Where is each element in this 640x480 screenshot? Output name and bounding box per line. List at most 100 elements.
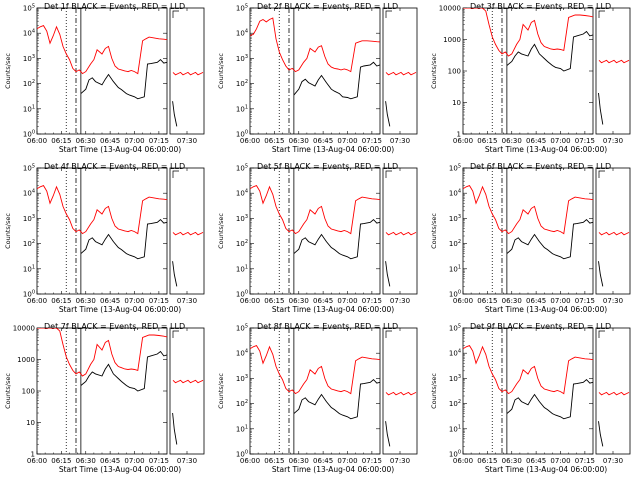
series-events-line	[506, 378, 593, 420]
x-tick-label: 06:45	[526, 457, 546, 465]
x-tick-label: 07:30	[177, 297, 197, 305]
tail-frame	[382, 327, 418, 455]
x-tick-label: 06:30	[502, 457, 522, 465]
y-tick-label: 102	[23, 79, 35, 88]
y-tick-label: 104	[449, 349, 461, 358]
x-tick-label: 06:15	[264, 457, 284, 465]
tail-bracket	[598, 10, 605, 18]
y-tick-label: 103	[23, 214, 35, 223]
x-tick-label: 07:00	[550, 297, 570, 305]
x-tick-label: 07:30	[177, 137, 197, 145]
x-tick-label: 07:00	[124, 457, 144, 465]
series-lld-line	[463, 345, 593, 395]
tail-bracket	[385, 330, 392, 338]
y-tick-label: 105	[23, 4, 35, 13]
tail-bracket	[598, 170, 605, 178]
y-tick-label: 105	[449, 324, 461, 333]
series-events-line	[506, 218, 593, 260]
tail-lld-line	[385, 231, 417, 236]
tail-bracket	[385, 10, 392, 18]
y-tick-label: 101	[236, 104, 248, 113]
tail-bracket	[172, 10, 179, 18]
x-tick-label: 07:00	[337, 457, 357, 465]
tail-events-line	[172, 101, 178, 127]
plot-frame	[36, 327, 168, 455]
y-tick-label: 101	[449, 424, 461, 433]
x-tick-label: 06:15	[264, 137, 284, 145]
x-tick-label: 06:00	[453, 457, 473, 465]
x-tick-label: 06:45	[313, 457, 333, 465]
panel-title: Det 5f BLACK = Events, RED = LLD	[257, 162, 398, 171]
panel-det-1: Det 1f BLACK = Events, RED = LLD 06:00 06:…	[4, 2, 205, 154]
plot-frame	[462, 7, 594, 135]
x-tick-label: 06:15	[477, 297, 497, 305]
series-lld-line	[463, 185, 593, 235]
x-tick-label: 06:00	[27, 297, 47, 305]
panel-det-3: Det 3f BLACK = Events, RED = LLD 06:00 06:…	[430, 2, 631, 154]
series-events-line	[80, 218, 167, 260]
y-tick-label: 100	[23, 290, 35, 299]
x-tick-label: 07:30	[390, 457, 410, 465]
x-axis-label: Start Time (13-Aug-04 06:00:00)	[272, 465, 394, 474]
x-tick-label: 06:30	[502, 297, 522, 305]
y-tick-label: 10000	[13, 325, 35, 333]
y-tick-label: 103	[236, 374, 248, 383]
y-tick-label: 1	[31, 451, 35, 459]
panel-det-4: Det 4f BLACK = Events, RED = LLD 06:00 06:…	[4, 162, 205, 314]
x-tick-label: 07:15	[149, 297, 169, 305]
x-tick-label: 06:15	[51, 137, 71, 145]
x-tick-label: 07:15	[149, 457, 169, 465]
tail-lld-line	[598, 59, 630, 64]
y-tick-label: 100	[236, 450, 248, 459]
panel-det-8: Det 8f BLACK = Events, RED = LLD 06:00 06:…	[217, 322, 418, 474]
y-tick-label: 1000	[17, 356, 35, 364]
x-tick-label: 07:30	[390, 297, 410, 305]
y-axis-label: Counts/sec	[217, 53, 225, 89]
tail-bracket	[385, 170, 392, 178]
y-tick-label: 102	[236, 239, 248, 248]
x-tick-label: 06:15	[264, 297, 284, 305]
x-tick-label: 06:30	[76, 137, 96, 145]
x-tick-label: 07:30	[177, 457, 197, 465]
series-events-line	[80, 58, 167, 100]
panel-title: Det 2f BLACK = Events, RED = LLD	[257, 2, 398, 11]
y-tick-label: 101	[23, 264, 35, 273]
tail-lld-line	[385, 391, 417, 396]
tail-bracket	[172, 330, 179, 338]
series-lld-line	[37, 25, 167, 75]
y-tick-label: 101	[23, 104, 35, 113]
tail-lld-line	[598, 391, 630, 396]
x-tick-label: 07:15	[362, 457, 382, 465]
y-tick-label: 100	[236, 130, 248, 139]
panel-title: Det 7f BLACK = Events, RED = LLD	[44, 322, 185, 331]
x-tick-label: 06:45	[100, 137, 120, 145]
tail-lld-line	[172, 71, 204, 76]
x-tick-label: 06:15	[477, 457, 497, 465]
y-tick-label: 104	[23, 29, 35, 38]
tail-frame	[595, 167, 631, 295]
x-tick-label: 07:30	[603, 297, 623, 305]
x-tick-label: 06:45	[100, 457, 120, 465]
x-axis-label: Start Time (13-Aug-04 06:00:00)	[272, 145, 394, 154]
tail-lld-line	[172, 379, 204, 384]
y-tick-label: 100	[23, 130, 35, 139]
panel-title: Det 8f BLACK = Events, RED = LLD	[257, 322, 398, 331]
tail-bracket	[598, 330, 605, 338]
tail-events-line	[172, 261, 178, 287]
y-tick-label: 105	[236, 4, 248, 13]
series-lld-line	[37, 328, 167, 377]
y-axis-label: Counts/sec	[4, 213, 12, 249]
y-tick-label: 104	[236, 29, 248, 38]
x-tick-label: 06:30	[289, 457, 309, 465]
y-tick-label: 100	[449, 450, 461, 459]
y-tick-label: 10	[26, 419, 35, 427]
x-tick-label: 07:30	[390, 137, 410, 145]
y-tick-label: 103	[449, 214, 461, 223]
series-lld-line	[250, 17, 380, 73]
x-tick-label: 06:30	[76, 457, 96, 465]
x-tick-label: 07:15	[362, 297, 382, 305]
y-tick-label: 101	[236, 264, 248, 273]
x-tick-label: 07:00	[337, 137, 357, 145]
y-axis-label: Counts/sec	[430, 373, 438, 409]
